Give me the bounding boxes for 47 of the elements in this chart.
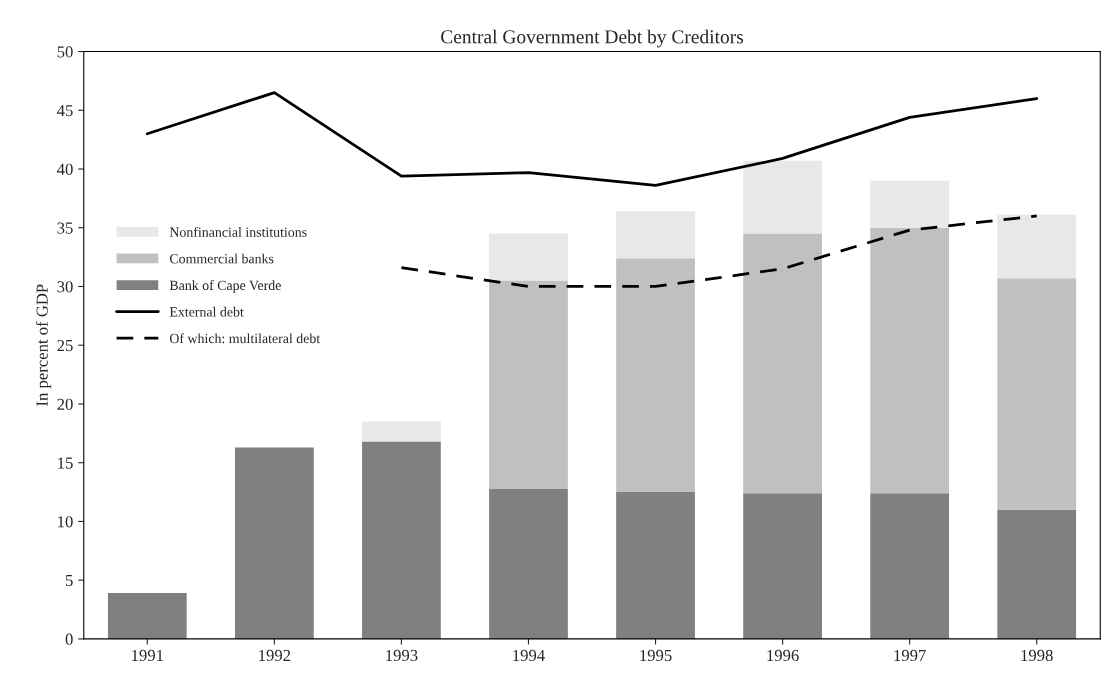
bar — [743, 493, 822, 639]
bar — [489, 233, 568, 281]
x-tick-label: 1998 — [1021, 649, 1053, 662]
bar — [616, 211, 695, 259]
y-tick-label: 45 — [57, 105, 73, 117]
bar — [489, 280, 568, 489]
y-axis-title: In percent of GDP — [35, 284, 52, 406]
x-tick-label: 1996 — [767, 649, 799, 662]
bar — [997, 509, 1077, 639]
legend-label: Bank of Cape Verde — [169, 280, 281, 293]
bar — [997, 214, 1077, 279]
x-tick-label: 1995 — [640, 649, 672, 662]
y-tick-label: 50 — [57, 46, 73, 58]
x-tick-label: 1991 — [132, 649, 163, 662]
legend-label: Of which: multilateral debt — [169, 333, 321, 344]
x-tick-label: 1994 — [513, 649, 545, 662]
legend-label: External debt — [169, 306, 244, 317]
line-series — [145, 91, 1039, 187]
bar — [362, 421, 441, 442]
bar — [234, 447, 314, 639]
y-tick-label: 20 — [57, 398, 73, 410]
x-tick-label: 1993 — [386, 649, 418, 662]
y-tick-label: 40 — [57, 163, 73, 175]
x-tick-label: 1997 — [894, 649, 926, 662]
bar — [997, 278, 1077, 510]
bar — [362, 441, 441, 639]
bar — [616, 492, 695, 639]
bar — [743, 160, 822, 234]
bar — [870, 227, 950, 494]
legend-label: Commercial banks — [169, 253, 274, 264]
y-tick-label: 10 — [58, 516, 73, 528]
y-tick-label: 35 — [57, 222, 73, 234]
line-series — [400, 214, 1039, 288]
chart-title: Central Government Debt by Creditors — [441, 29, 744, 48]
legend-label: Nonfinancial institutions — [169, 226, 307, 237]
x-tick-label: 1992 — [259, 649, 291, 662]
bar — [870, 180, 950, 228]
bar — [107, 593, 187, 639]
bar — [870, 493, 950, 639]
y-tick-label: 25 — [57, 339, 73, 352]
bar — [489, 488, 568, 639]
y-tick-label: 30 — [57, 281, 73, 293]
bar — [743, 233, 822, 494]
y-tick-label: 5 — [65, 575, 73, 587]
y-tick-label: 15 — [58, 457, 73, 469]
bar — [616, 258, 695, 493]
y-tick-label: 0 — [65, 633, 73, 645]
